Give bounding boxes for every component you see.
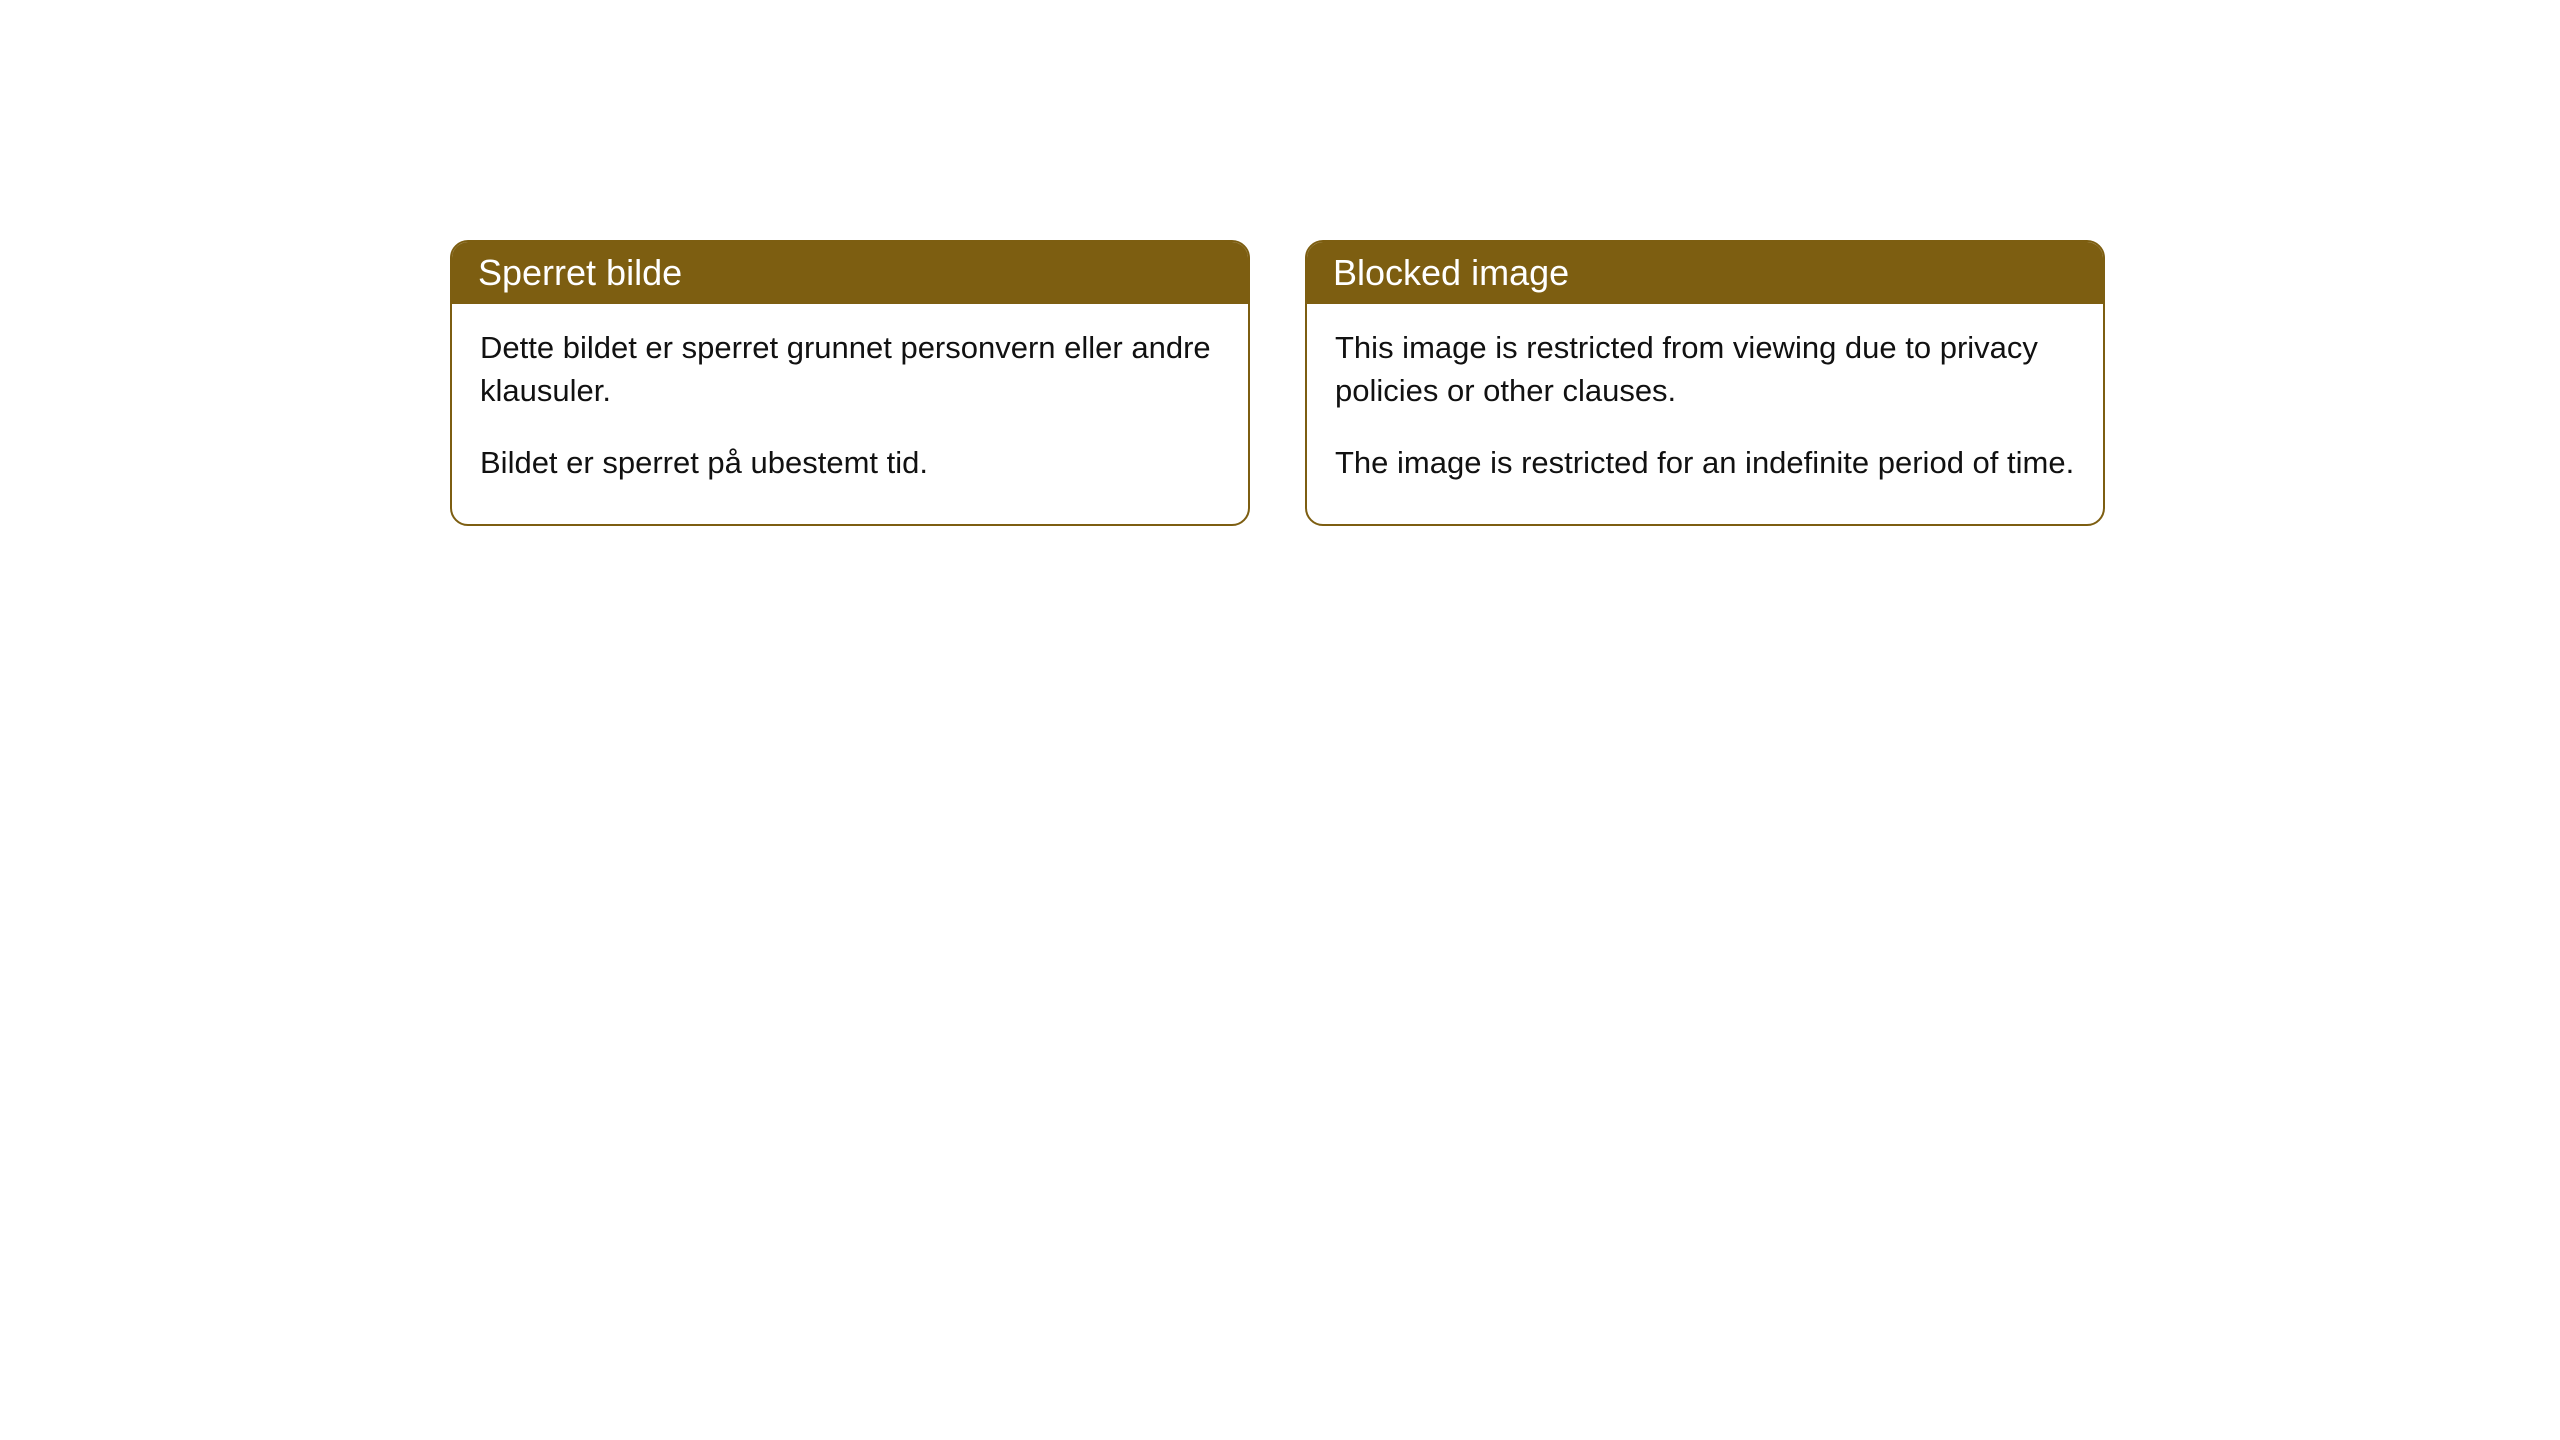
card-body: This image is restricted from viewing du… xyxy=(1307,304,2103,524)
blocked-image-card-norwegian: Sperret bilde Dette bildet er sperret gr… xyxy=(450,240,1250,526)
card-paragraph: Bildet er sperret på ubestemt tid. xyxy=(480,441,1220,484)
card-title: Blocked image xyxy=(1333,252,1569,293)
card-header: Sperret bilde xyxy=(452,242,1248,304)
card-body: Dette bildet er sperret grunnet personve… xyxy=(452,304,1248,524)
card-paragraph: Dette bildet er sperret grunnet personve… xyxy=(480,326,1220,413)
card-paragraph: The image is restricted for an indefinit… xyxy=(1335,441,2075,484)
card-paragraph: This image is restricted from viewing du… xyxy=(1335,326,2075,413)
blocked-image-card-english: Blocked image This image is restricted f… xyxy=(1305,240,2105,526)
card-header: Blocked image xyxy=(1307,242,2103,304)
card-title: Sperret bilde xyxy=(478,252,682,293)
cards-container: Sperret bilde Dette bildet er sperret gr… xyxy=(450,240,2105,526)
